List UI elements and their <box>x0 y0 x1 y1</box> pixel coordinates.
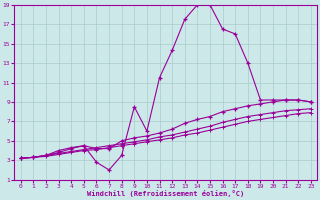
X-axis label: Windchill (Refroidissement éolien,°C): Windchill (Refroidissement éolien,°C) <box>87 190 244 197</box>
